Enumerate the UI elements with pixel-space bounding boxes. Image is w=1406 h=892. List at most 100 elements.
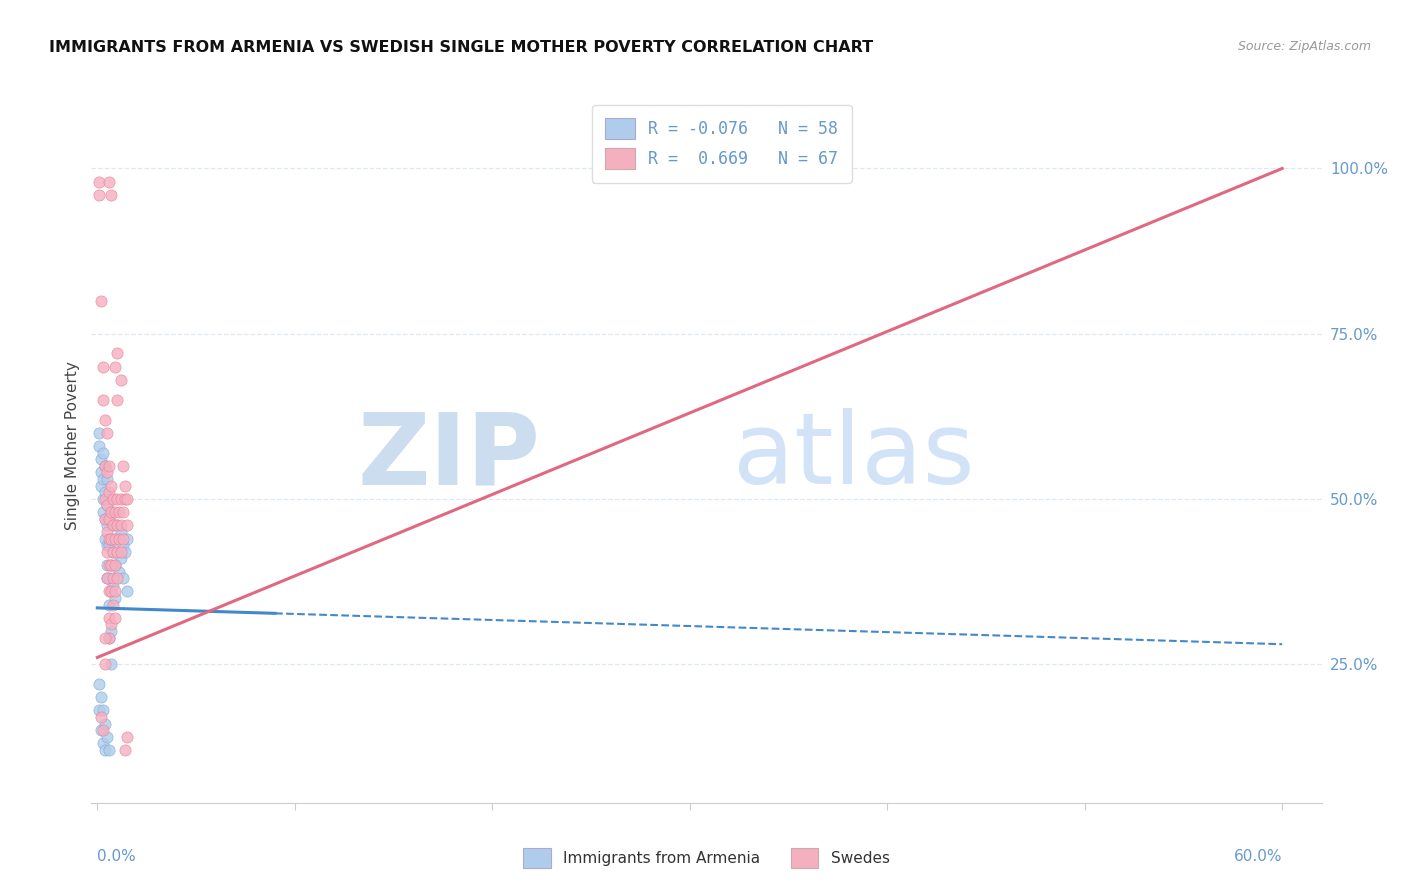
Point: [100, 617, 122, 632]
Point: [104, 611, 127, 625]
Point: [98, 458, 121, 473]
Point: [91, 392, 114, 407]
Point: [108, 532, 131, 546]
Point: [89, 175, 111, 189]
Point: [96, 558, 118, 572]
Point: [105, 392, 128, 407]
Point: [96, 499, 118, 513]
Point: [94, 511, 117, 525]
Point: [90, 478, 112, 492]
Text: Source: ZipAtlas.com: Source: ZipAtlas.com: [1237, 40, 1371, 54]
Point: [110, 551, 132, 566]
Point: [110, 545, 132, 559]
Point: [96, 466, 118, 480]
Point: [110, 524, 132, 539]
Point: [94, 631, 117, 645]
Point: [100, 188, 122, 202]
Point: [91, 491, 114, 506]
Text: ZIP: ZIP: [357, 409, 540, 505]
Point: [111, 538, 134, 552]
Point: [98, 631, 121, 645]
Point: [96, 518, 118, 533]
Point: [104, 558, 127, 572]
Point: [104, 532, 127, 546]
Point: [100, 505, 122, 519]
Point: [90, 466, 112, 480]
Point: [90, 452, 112, 467]
Point: [105, 346, 128, 360]
Point: [105, 545, 128, 559]
Point: [94, 458, 117, 473]
Point: [100, 584, 122, 599]
Point: [114, 491, 136, 506]
Point: [89, 425, 111, 440]
Point: [90, 723, 112, 738]
Point: [110, 518, 132, 533]
Point: [104, 584, 127, 599]
Point: [98, 175, 121, 189]
Point: [96, 538, 118, 552]
Point: [94, 458, 117, 473]
Point: [111, 571, 134, 585]
Point: [94, 743, 117, 757]
Point: [89, 677, 111, 691]
Point: [94, 657, 117, 671]
Point: [105, 518, 128, 533]
Text: IMMIGRANTS FROM ARMENIA VS SWEDISH SINGLE MOTHER POVERTY CORRELATION CHART: IMMIGRANTS FROM ARMENIA VS SWEDISH SINGL…: [49, 40, 873, 55]
Point: [105, 545, 128, 559]
Point: [101, 545, 124, 559]
Point: [94, 485, 117, 500]
Point: [101, 545, 124, 559]
Point: [98, 584, 121, 599]
Point: [101, 571, 124, 585]
Point: [91, 445, 114, 459]
Point: [91, 723, 114, 738]
Point: [101, 598, 124, 612]
Point: [114, 743, 136, 757]
Point: [100, 657, 122, 671]
Point: [100, 532, 122, 546]
Point: [96, 499, 118, 513]
Point: [108, 565, 131, 579]
Point: [98, 485, 121, 500]
Point: [94, 491, 117, 506]
Point: [89, 439, 111, 453]
Point: [101, 491, 124, 506]
Point: [104, 505, 127, 519]
Point: [100, 505, 122, 519]
Point: [104, 591, 127, 605]
Point: [111, 505, 134, 519]
Point: [104, 532, 127, 546]
Point: [100, 558, 122, 572]
Point: [98, 611, 121, 625]
Point: [96, 571, 118, 585]
Point: [115, 491, 138, 506]
Text: 60.0%: 60.0%: [1233, 849, 1282, 864]
Point: [105, 571, 128, 585]
Y-axis label: Single Mother Poverty: Single Mother Poverty: [65, 361, 80, 531]
Point: [115, 584, 138, 599]
Point: [105, 518, 128, 533]
Point: [101, 518, 124, 533]
Point: [104, 359, 127, 374]
Point: [98, 631, 121, 645]
Point: [101, 578, 124, 592]
Point: [100, 478, 122, 492]
Point: [91, 359, 114, 374]
Point: [98, 532, 121, 546]
Point: [111, 532, 134, 546]
Point: [110, 373, 132, 387]
Point: [91, 736, 114, 750]
Point: [115, 518, 138, 533]
Point: [96, 571, 118, 585]
Point: [110, 491, 132, 506]
Point: [100, 624, 122, 638]
Point: [96, 472, 118, 486]
Point: [94, 532, 117, 546]
Point: [91, 472, 114, 486]
Point: [94, 511, 117, 525]
Point: [98, 598, 121, 612]
Point: [94, 412, 117, 426]
Text: 0.0%: 0.0%: [97, 849, 136, 864]
Point: [98, 743, 121, 757]
